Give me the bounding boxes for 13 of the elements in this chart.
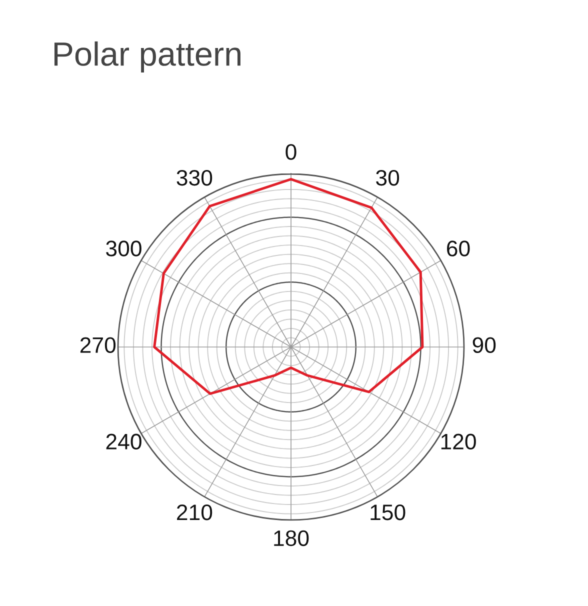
spoke-label: 90 (472, 337, 496, 353)
spoke-label: 150 (370, 504, 406, 520)
chart-title: Polar pattern (54, 41, 240, 72)
spoke-label: 0 (286, 144, 296, 160)
spoke-label: 180 (274, 530, 309, 546)
spoke-label: 300 (106, 240, 142, 256)
spoke-label: 210 (177, 504, 212, 520)
spoke-label: 30 (376, 170, 400, 186)
spoke-label: 270 (80, 337, 116, 353)
spoke-label: 60 (447, 240, 470, 256)
spoke-label: 240 (106, 434, 142, 450)
spoke-label: 330 (176, 170, 212, 186)
spoke-label: 120 (441, 434, 476, 450)
